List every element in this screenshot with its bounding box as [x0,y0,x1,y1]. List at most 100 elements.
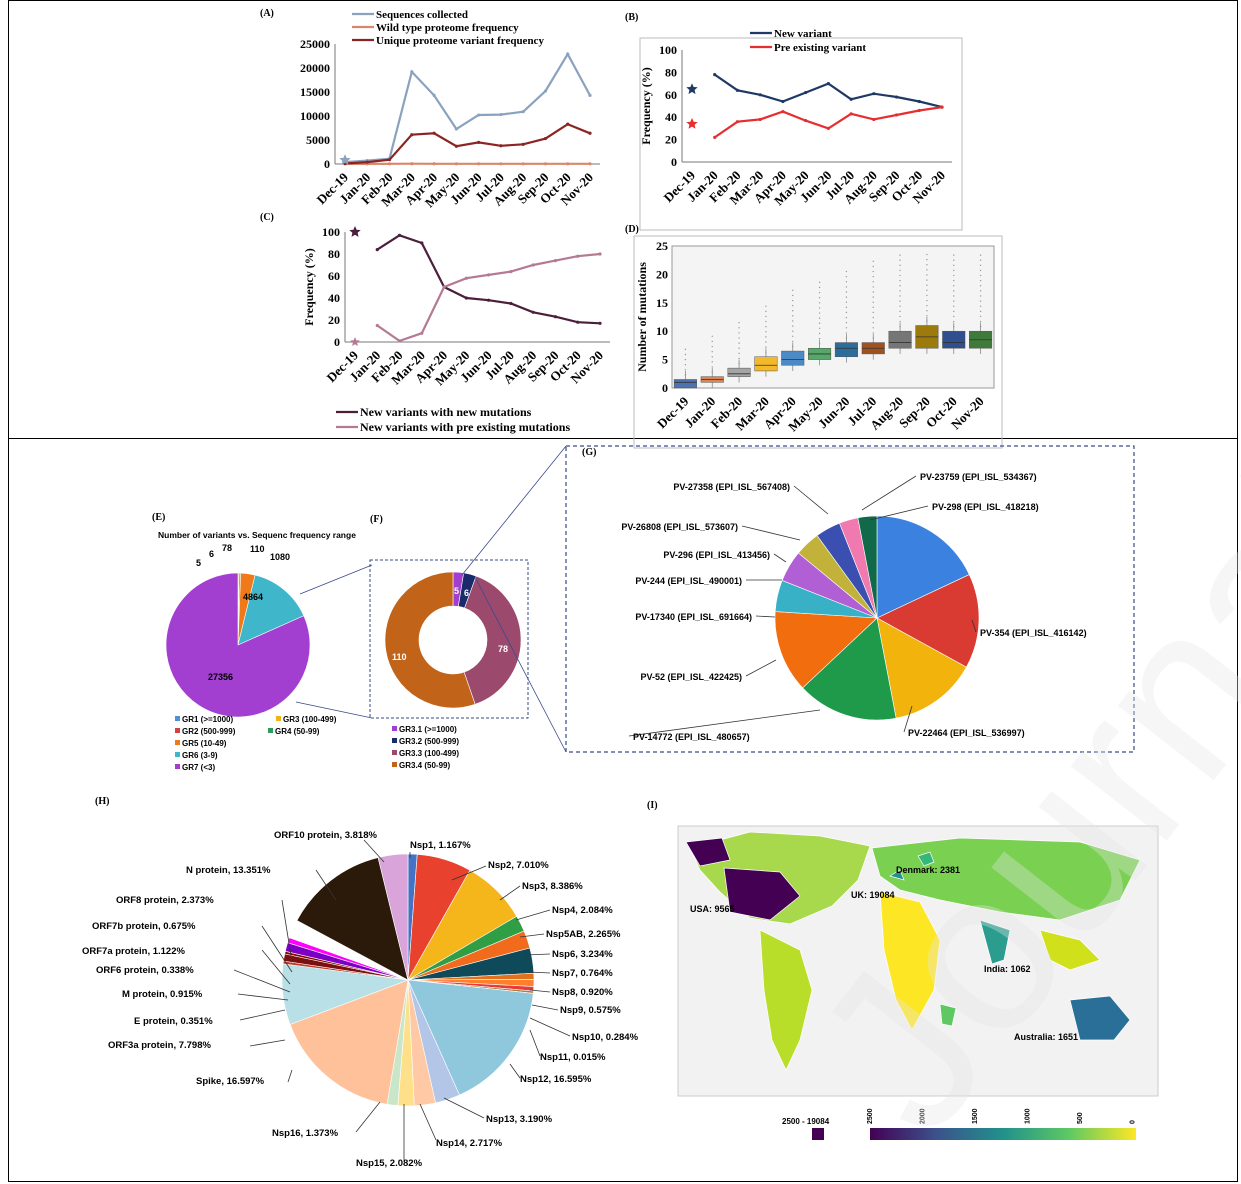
country-region [1039,929,1101,971]
data-point [566,52,570,56]
outlier-point [979,315,982,318]
outlier-point [953,305,955,307]
box [781,350,805,366]
outlier-point [765,320,767,323]
legend-tick-label: 500 [1077,1112,1084,1124]
legend-entry: New variants with new mutations [360,405,532,419]
outlier-point [979,320,982,323]
pie-slice [289,979,409,1105]
panel-label-a: (A) [260,8,274,19]
outlier-point [765,336,767,338]
slice-label: ORF8 protein, 2.373% [116,895,214,906]
leader-line [529,1029,541,1057]
outlier-point [899,264,901,267]
y-tick-label: 15 [656,296,668,310]
data-point [713,135,717,139]
slice-label: ORF7b protein, 0.675% [92,921,196,932]
chart-g-pie [774,515,980,721]
zoom-connector [295,701,373,719]
legend-swatch [175,716,180,721]
outlier-point [818,317,821,319]
star-new-variant [686,83,698,95]
outlier-point [899,315,901,318]
legend-entry: GR3.4 (50-99) [399,761,450,770]
box [754,356,778,372]
y-tick-label: 80 [328,247,340,261]
pie-slice [857,515,878,619]
data-point [917,99,921,104]
outlier-point [792,330,794,332]
outlier-point [953,269,955,272]
legend-swatch [392,750,397,755]
slice-label: ORF6 protein, 0.338% [96,965,194,976]
outlier-point [926,310,928,312]
y-tick-label: 0 [324,157,330,171]
country-region [939,1003,957,1027]
outlier-point [845,306,848,309]
y-axis-label: Frequency (%) [302,248,316,325]
data-point [454,162,458,166]
outlier-point [979,285,982,287]
legend-entry: GR3 (100-499) [283,715,337,724]
panel-label-g: (G) [582,447,596,458]
data-point [553,315,558,319]
y-tick-label: 20 [656,267,668,281]
data-point [487,273,491,277]
pie-slice [377,853,409,981]
panel-label-i: (I) [647,800,658,811]
data-point [758,93,762,97]
y-tick-label: 10 [656,324,668,338]
data-point [499,162,503,166]
y-tick-label: 20000 [300,61,330,75]
slice-label: Nsp6, 3.234% [552,949,613,960]
y-tick-label: 40 [328,291,340,305]
chart-e-pie [165,572,311,718]
chart-f-donut [384,571,522,709]
data-point [917,108,921,113]
data-point [872,92,876,96]
outlier-point [792,315,794,317]
outlier-point [926,284,928,286]
outlier-point [872,270,874,273]
data-point [521,110,525,114]
leader-line [741,525,801,541]
legend-swatch [392,762,397,767]
outlier-point [792,320,794,322]
chart-e-title: Number of variants vs. Sequenc frequency… [158,530,356,540]
leader-line [261,925,293,973]
country-region [685,837,731,867]
legend-e: GR1 (>=1000) GR2 (500-999) GR3 (100-499) GR… [175,715,337,772]
data-point [781,99,785,104]
zoom-connector [474,576,567,753]
data-point [758,117,762,122]
series-line-0 [714,73,943,109]
data-point [397,233,402,237]
data-point [509,270,513,274]
star-marker [349,226,361,237]
data-point [566,122,570,126]
y-tick-label: 10000 [300,109,330,123]
data-point [543,136,548,141]
slice-label: Nsp10, 0.284% [572,1032,639,1043]
data-point [464,296,468,300]
y-tick-label: 25 [656,239,668,253]
outlier-point [953,315,955,318]
leader-line [355,1101,381,1133]
slice-label: ORF10 protein, 3.818% [274,830,378,841]
leader-line [529,1017,571,1037]
value-label: 5 [454,586,459,596]
y-axis-label: Number of mutations [635,262,649,372]
data-point [432,93,436,97]
outlier-point [684,358,687,361]
data-point [804,90,808,95]
data-point [826,82,830,86]
y-tick-label: 5000 [306,133,330,147]
outlier-point [818,296,821,299]
outlier-point [792,335,794,338]
box [834,342,858,358]
outlier-point [818,291,821,294]
data-point [894,113,899,117]
leader-line [363,839,385,863]
data-point [566,162,570,166]
outlier-point [818,327,821,330]
